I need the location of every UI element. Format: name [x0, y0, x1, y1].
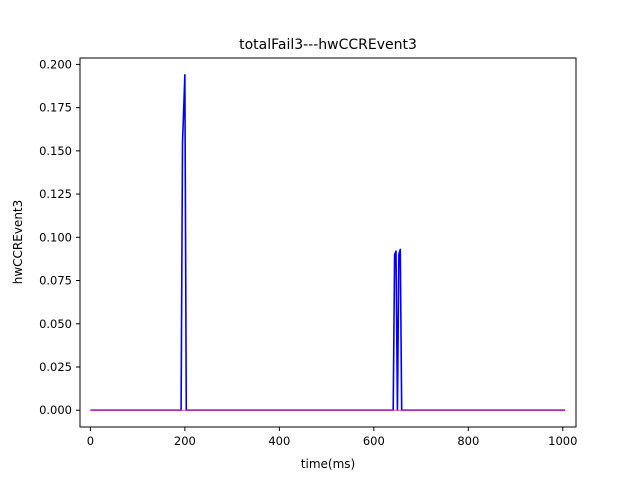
y-tick-label: 0.050 [39, 317, 72, 331]
y-tick-label: 0.075 [39, 274, 72, 288]
y-tick-label: 0.125 [39, 187, 72, 201]
chart-title: totalFail3---hwCCREvent3 [239, 37, 417, 53]
y-tick-label: 0.150 [39, 144, 72, 158]
x-tick-label: 1000 [548, 434, 577, 448]
x-axis-label: time(ms) [301, 457, 355, 471]
x-tick-label: 400 [268, 434, 290, 448]
y-axis: 0.000 0.025 0.050 0.075 0.100 0.125 0.150 0.175… [39, 57, 80, 417]
x-tick-label: 0 [87, 434, 94, 448]
plot-frame [79, 57, 577, 428]
x-tick-label: 200 [174, 434, 196, 448]
x-tick-label: 600 [363, 434, 385, 448]
y-tick-label: 0.000 [39, 403, 72, 417]
y-tick-label: 0.100 [39, 230, 72, 244]
y-tick-label: 0.200 [39, 57, 72, 71]
series-layer [90, 73, 566, 412]
y-tick-label: 0.025 [39, 360, 72, 374]
y-axis-label: hwCCREvent3 [11, 200, 25, 285]
x-tick-label: 800 [457, 434, 479, 448]
x-axis: 0 200 400 600 800 1000 [87, 427, 577, 448]
y-tick-label: 0.175 [39, 101, 72, 115]
